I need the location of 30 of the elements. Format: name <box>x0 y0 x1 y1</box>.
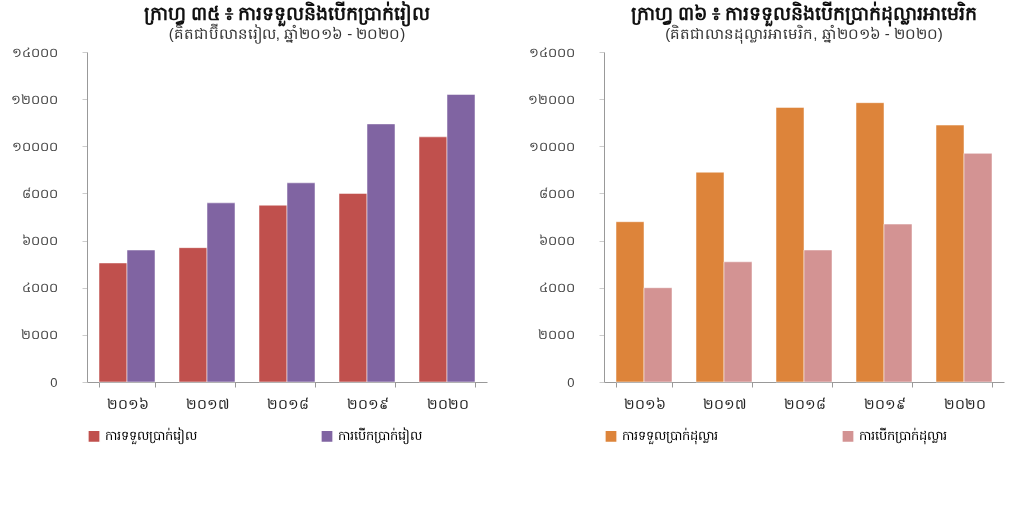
y-tick-label: ១៤០០០ <box>11 44 58 60</box>
x-tick-label: ២០១៩ <box>863 395 906 412</box>
x-tick-label: ២០២០ <box>426 395 469 412</box>
y-tick-label: ១២០០០ <box>10 91 58 107</box>
x-tick-label: ២០១៦ <box>106 395 149 412</box>
y-tick-label: ៤០០០ <box>538 280 575 296</box>
legend-label: ការបើកប្រាក់រៀល <box>338 427 422 446</box>
legend-label: ការទទួលប្រាក់រៀល <box>105 427 197 446</box>
y-tick-label: ៨០០០ <box>538 185 575 201</box>
x-tick-label: ២០១៦ <box>623 395 666 412</box>
y-tick-label: ១០០០០ <box>528 138 575 154</box>
x-tick-label: ២០១៨ <box>266 395 309 412</box>
x-tick-label: ២០១៨ <box>783 395 826 412</box>
y-tick-label: ១៤០០០ <box>528 44 575 60</box>
y-tick-label: ៦០០០ <box>538 233 575 249</box>
x-tick-label: ២០១៧ <box>703 395 746 412</box>
y-tick-label: ៨០០០ <box>21 185 58 201</box>
y-tick-label: ២០០០ <box>537 327 575 343</box>
y-tick-label: ១២០០០ <box>527 91 575 107</box>
y-tick-label: ២០០០ <box>20 327 58 343</box>
x-tick-label: ២០១៧ <box>186 395 229 412</box>
y-tick-label: ៦០០០ <box>21 233 58 249</box>
legend-label: ការទទួលប្រាក់ដុល្លារ <box>622 427 718 446</box>
x-tick-label: ២០២០ <box>943 395 986 412</box>
y-tick-label: ១០០០០ <box>11 138 58 154</box>
legend-label: ការបើកប្រាក់ដុល្លារ <box>859 427 947 446</box>
y-tick-label: 0 <box>567 374 575 390</box>
x-tick-label: ២០១៩ <box>346 395 389 412</box>
y-tick-label: ៤០០០ <box>21 280 58 296</box>
y-tick-label: 0 <box>50 374 58 390</box>
